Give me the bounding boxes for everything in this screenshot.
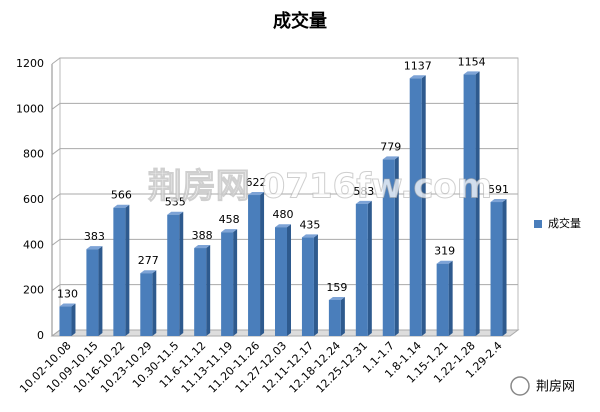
bar bbox=[194, 248, 207, 336]
legend-swatch bbox=[534, 220, 542, 228]
bar bbox=[59, 306, 72, 336]
logo: 荆房网 bbox=[510, 376, 575, 396]
bar bbox=[248, 195, 261, 336]
data-label: 535 bbox=[165, 196, 186, 209]
plot-area: 02004006008001000120010.02-10.0810.09-10… bbox=[16, 55, 581, 395]
bar-top bbox=[490, 199, 507, 203]
y-tick-label: 200 bbox=[23, 284, 44, 297]
bar bbox=[382, 159, 395, 336]
y-tick-label: 1000 bbox=[16, 102, 44, 115]
data-label: 1137 bbox=[404, 59, 432, 72]
bar-top bbox=[275, 224, 291, 228]
data-label: 130 bbox=[57, 288, 78, 301]
data-label: 159 bbox=[326, 281, 347, 294]
bar-top bbox=[167, 211, 184, 215]
bar bbox=[140, 273, 153, 336]
bar-top bbox=[194, 245, 211, 249]
bar bbox=[490, 202, 503, 336]
bar-top bbox=[140, 270, 157, 274]
legend-label: 成交量 bbox=[548, 216, 581, 230]
data-label: 591 bbox=[488, 183, 509, 196]
data-label: 1154 bbox=[458, 55, 486, 68]
bar bbox=[355, 203, 368, 336]
data-label: 458 bbox=[219, 213, 240, 226]
bar-side bbox=[502, 199, 507, 336]
bar-side bbox=[421, 75, 426, 336]
bar-side bbox=[71, 303, 76, 336]
bar bbox=[301, 237, 314, 336]
data-label: 319 bbox=[434, 245, 455, 258]
data-label: 480 bbox=[273, 208, 294, 221]
bar-top bbox=[248, 192, 265, 196]
bar-side bbox=[98, 246, 103, 336]
chart-title: 成交量 bbox=[273, 10, 327, 32]
bar-side bbox=[394, 156, 399, 336]
bar bbox=[113, 207, 126, 336]
bar-side bbox=[179, 211, 184, 336]
bar-top bbox=[328, 296, 345, 300]
bar-side bbox=[313, 234, 318, 336]
grid-line bbox=[51, 102, 518, 110]
y-tick-label: 400 bbox=[23, 238, 44, 251]
bar bbox=[221, 232, 234, 336]
data-label: 583 bbox=[353, 185, 374, 198]
bar bbox=[436, 263, 449, 336]
bar bbox=[167, 214, 180, 336]
bar-top bbox=[113, 204, 130, 208]
bar-side bbox=[367, 200, 372, 336]
y-tick-label: 0 bbox=[37, 329, 44, 342]
data-label: 435 bbox=[299, 218, 320, 231]
bar bbox=[275, 227, 287, 336]
bar bbox=[328, 299, 341, 336]
data-label: 622 bbox=[246, 176, 267, 189]
data-label: 277 bbox=[138, 254, 159, 267]
bar-side bbox=[340, 296, 345, 336]
bar-top bbox=[86, 246, 103, 250]
bar-top bbox=[463, 71, 480, 75]
logo-icon bbox=[510, 376, 530, 396]
grid-line bbox=[51, 148, 518, 156]
watermark: 荆房网 0716fw.com bbox=[148, 167, 492, 207]
data-label: 388 bbox=[192, 229, 213, 242]
y-tick-label: 600 bbox=[23, 193, 44, 206]
y-tick-label: 1200 bbox=[16, 57, 44, 70]
grid-line bbox=[51, 57, 518, 65]
grid-line bbox=[51, 193, 518, 201]
data-label: 383 bbox=[84, 230, 105, 243]
bar-side bbox=[287, 224, 291, 336]
data-label: 779 bbox=[380, 140, 401, 153]
bar bbox=[86, 249, 99, 336]
data-label: 566 bbox=[111, 189, 132, 202]
bar-top bbox=[59, 303, 76, 307]
bar-side bbox=[475, 71, 480, 336]
bar-top bbox=[221, 229, 238, 233]
bar-side bbox=[260, 192, 265, 336]
bar-side bbox=[125, 204, 130, 336]
bar-side bbox=[448, 260, 453, 336]
y-tick-label: 800 bbox=[23, 148, 44, 161]
bar-top bbox=[382, 156, 399, 160]
bar bbox=[463, 74, 476, 336]
logo-text: 荆房网 bbox=[536, 379, 575, 395]
bar-side bbox=[233, 229, 238, 336]
bar-top bbox=[355, 200, 372, 204]
bar-top bbox=[409, 75, 426, 79]
bar-top bbox=[301, 234, 318, 238]
bar-side bbox=[206, 245, 211, 336]
bar bbox=[409, 78, 422, 336]
bar-top bbox=[436, 260, 453, 264]
bar-side bbox=[152, 270, 157, 336]
